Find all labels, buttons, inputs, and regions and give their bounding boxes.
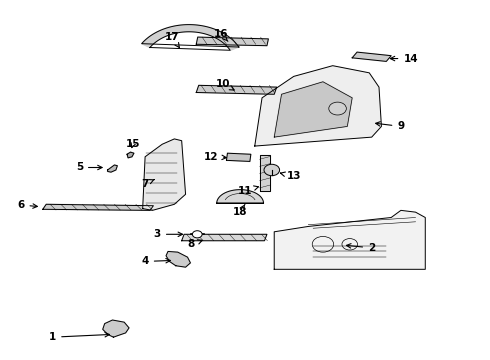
Polygon shape	[142, 24, 239, 50]
Polygon shape	[143, 139, 186, 210]
Polygon shape	[217, 190, 264, 203]
Text: 9: 9	[376, 121, 404, 131]
Text: 17: 17	[165, 32, 179, 48]
Polygon shape	[274, 82, 352, 137]
Polygon shape	[103, 320, 129, 337]
Text: 6: 6	[17, 200, 37, 210]
Polygon shape	[352, 52, 391, 62]
Polygon shape	[108, 165, 117, 172]
Text: 10: 10	[216, 78, 234, 90]
Polygon shape	[166, 251, 191, 267]
Text: 16: 16	[213, 28, 228, 41]
Text: 11: 11	[238, 186, 258, 196]
Polygon shape	[43, 204, 153, 210]
Polygon shape	[196, 85, 277, 94]
Text: 1: 1	[49, 332, 109, 342]
Polygon shape	[182, 234, 267, 241]
Text: 15: 15	[126, 139, 140, 149]
Circle shape	[264, 164, 280, 176]
Circle shape	[193, 231, 202, 238]
Text: 5: 5	[76, 162, 102, 172]
Polygon shape	[226, 153, 251, 161]
Text: 7: 7	[142, 179, 154, 189]
Text: 18: 18	[233, 204, 247, 217]
Text: 2: 2	[346, 243, 375, 253]
Circle shape	[329, 102, 346, 115]
Text: 12: 12	[204, 152, 226, 162]
Text: 14: 14	[391, 54, 418, 64]
Polygon shape	[260, 155, 270, 192]
Text: 13: 13	[280, 171, 301, 181]
Polygon shape	[127, 152, 134, 158]
Polygon shape	[274, 210, 425, 269]
Polygon shape	[255, 66, 381, 146]
Text: 8: 8	[188, 239, 202, 249]
Polygon shape	[196, 37, 269, 46]
Text: 3: 3	[154, 229, 182, 239]
Text: 4: 4	[142, 256, 171, 266]
